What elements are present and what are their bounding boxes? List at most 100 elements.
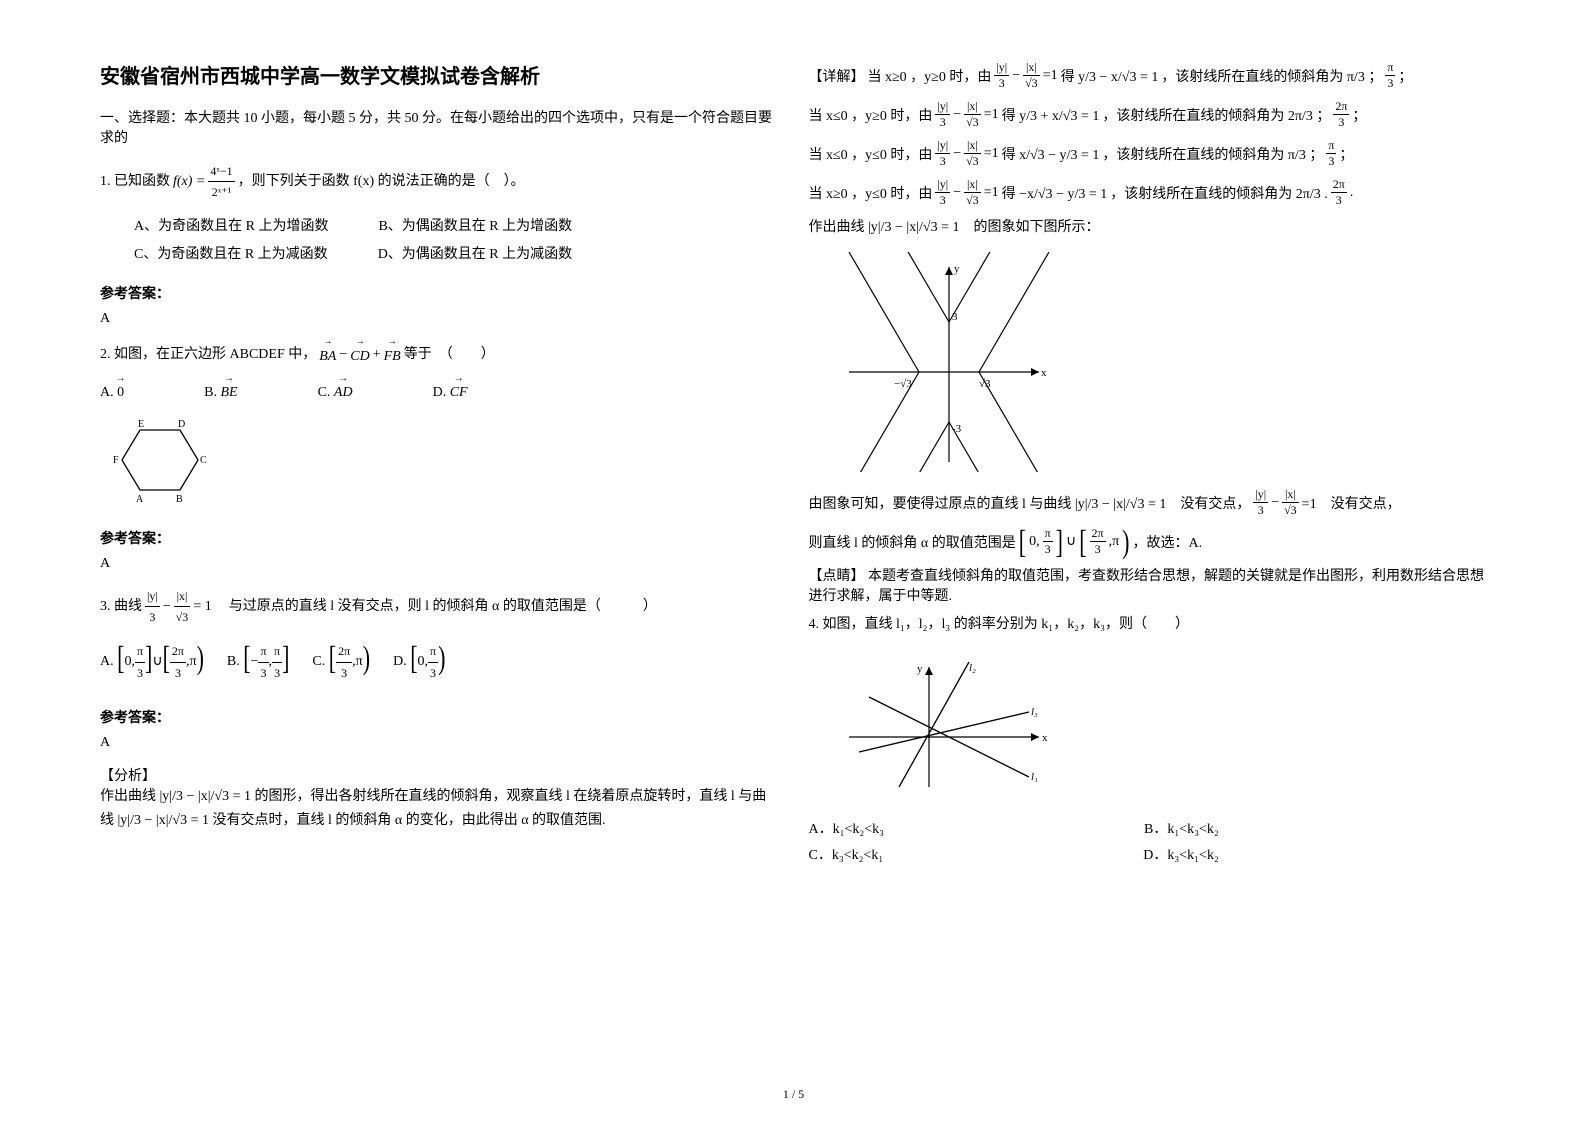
hex-label-b: B (176, 494, 183, 505)
detail-3-deriv: 得 x/√3 − y/3 = 1 (1002, 144, 1100, 164)
hex-label-d: D (178, 419, 185, 430)
q2-opt-d-label: D. (433, 385, 447, 400)
comment-text: 本题考查直线倾斜角的取值范围，考查数形结合思想，解题的关键就是作出图形，利用数形… (809, 569, 1485, 604)
detail-4-res: ，该射线所在直线的倾斜角为 2π/3 . (1110, 183, 1327, 203)
q3-frac2-num: |x| (174, 586, 191, 607)
q3-opt-d: D. [0,π3) (393, 639, 445, 683)
q3-frac1-num: |y| (145, 586, 160, 607)
q2-opt-d: D. CF (433, 381, 468, 401)
q3-frac1-den: 3 (145, 607, 160, 627)
graph-label-negroot3: −√3 (894, 378, 912, 390)
q2-vec-ba: BA (319, 341, 336, 369)
q2-plus: + (373, 343, 381, 367)
hex-label-f: F (113, 455, 119, 466)
q3-options: A. [0,π3]∪[2π3,π) B. [−π3,π3] C. [2π3,π)… (100, 639, 779, 683)
q2-vec-fb: FB (384, 341, 401, 369)
q4-opt-d: D．k₃<k₁<k₂ (1143, 844, 1219, 864)
q4-axis-x: x (1042, 732, 1048, 744)
q4-axis-y: y (917, 663, 923, 675)
q3-stem-post: 与过原点的直线 l 没有交点，则 l 的倾斜角 α 的取值范围是（ ） (215, 595, 657, 619)
detail-2-deriv: 得 y/3 + x/√3 = 1 (1002, 105, 1100, 125)
graph-label-root3: √3 (979, 378, 991, 390)
section-one-intro: 一、选择题：本大题共 10 小题，每小题 5 分，共 50 分。在每小题给出的四… (100, 107, 779, 147)
page-footer: 1 / 5 (783, 1087, 804, 1102)
q3-opt-c-label: C. (312, 654, 325, 669)
detail-4-cond: 当 x≥0 ，y≤0 时，由 (809, 183, 933, 203)
plot-caption-text: 作出曲线 |y|/3 − |x|/√3 = 1 的图象如下图所示： (809, 216, 1100, 236)
q1-options-row1: A、为奇函数且在 R 上为增函数 B、为偶函数且在 R 上为增函数 (134, 215, 779, 235)
comment: 【点睛】 本题考查直线倾斜角的取值范围，考查数形结合思想，解题的关键就是作出图形… (809, 565, 1488, 605)
q3-eq: = 1 (193, 595, 211, 619)
after-graph-1: 由图象可知，要使得过原点的直线 l 与曲线 |y|/3 − |x|/√3 = 1… (809, 487, 1488, 518)
q4-graph: x y l₂ l₃ l₁ (839, 657, 1488, 802)
q4-l1-label: l₁ (1031, 771, 1038, 783)
q3-opt-c: C. [2π3,π) (312, 639, 370, 683)
q3-analysis: 作出曲线 |y|/3 − |x|/√3 = 1 的图形，得出各射线所在直线的倾斜… (100, 785, 779, 833)
q2-opt-c: C. AD (318, 381, 353, 401)
q2-options: A. 0 B. BE C. AD D. CF (100, 381, 779, 401)
q3-frac2-den: √3 (174, 607, 191, 627)
detail-1-cond: 当 x≥0 ，y≥0 时，由 (868, 66, 992, 86)
q2-stem-post: 等于 （ ） (404, 343, 495, 367)
detail-1-res: ，该射线所在直线的倾斜角为 π/3 ； (1161, 66, 1382, 86)
hexagon-svg: E D F C A B (110, 415, 210, 505)
detail-line-1: 【详解】 当 x≥0 ，y≥0 时，由 |y|3−|x|√3=1 得 y/3 −… (809, 60, 1488, 91)
detail-2-res: ，该射线所在直线的倾斜角为 2π/3 ； (1102, 105, 1330, 125)
q3-answer-label: 参考答案： (100, 707, 779, 727)
axis-x-label: x (1041, 367, 1047, 379)
q1-opt-d: D、为偶函数且在 R 上为减函数 (378, 243, 572, 263)
q3-opt-b: B. [−π3,π3] (227, 639, 290, 683)
q3-minus: − (163, 595, 171, 619)
after-graph-2: 则直线 l 的倾斜角 α 的取值范围是 [0,π3]∪[2π3,π) ，故选：A… (809, 526, 1488, 557)
detail-3-cond: 当 x≤0 ，y≤0 时，由 (809, 144, 933, 164)
axis-y-label: y (954, 263, 960, 275)
q2-stem-text: 2. 如图，在正六边形 ABCDEF 中， (100, 343, 316, 367)
q3-analysis-label: 【分析】 (100, 765, 779, 785)
q2-opt-a-label: A. (100, 385, 114, 400)
q2-vec-cd: CD (350, 341, 369, 369)
q3-opt-a: A. [0,π3]∪[2π3,π) (100, 639, 204, 683)
q3-opt-a-label: A. (100, 654, 114, 669)
hex-label-a: A (136, 494, 144, 505)
after-graph-2-post: ，故选：A. (1133, 532, 1203, 552)
q1-frac-den: 2ˣ⁺¹ (208, 182, 234, 202)
q1-func: f(x) = (173, 170, 205, 194)
q2-opt-c-val: AD (334, 381, 353, 401)
q3-frac2: |x| √3 (174, 586, 191, 628)
detail-2-cond: 当 x≤0 ，y≥0 时，由 (809, 105, 933, 125)
q3-graph: x y 3 -3 −√3 √3 (839, 252, 1488, 477)
two-column-layout: 安徽省宿州市西城中学高一数学文模拟试卷含解析 一、选择题：本大题共 10 小题，… (100, 60, 1487, 1092)
graph-label-neg3: -3 (952, 423, 962, 435)
q2-opt-a: A. 0 (100, 381, 124, 401)
q2-opt-c-label: C. (318, 385, 331, 400)
detail-line-2: 当 x≤0 ，y≥0 时，由 |y|3−|x|√3=1 得 y/3 + x/√3… (809, 99, 1488, 130)
q1-answer: A (100, 311, 779, 327)
q2-opt-b-label: B. (204, 385, 217, 400)
bracket-icon: [ (117, 630, 124, 686)
q3-opt-d-label: D. (393, 654, 407, 669)
plot-caption: 作出曲线 |y|/3 − |x|/√3 = 1 的图象如下图所示： (809, 216, 1488, 236)
q4-stem: 4. 如图，直线 l₁，l₂，l₃ 的斜率分别为 k₁，k₂，k₃，则（ ） (809, 613, 1488, 637)
q1-options-row2: C、为奇函数且在 R 上为减函数 D、为偶函数且在 R 上为减函数 (134, 243, 779, 263)
detail-line-3: 当 x≤0 ，y≤0 时，由 |y|3−|x|√3=1 得 x/√3 − y/3… (809, 138, 1488, 169)
q1-stem-post: ，则下列关于函数 f(x) 的说法正确的是（ ）。 (238, 170, 525, 194)
q1-answer-label: 参考答案： (100, 283, 779, 303)
detail-4-deriv: 得 −x/√3 − y/3 = 1 (1002, 183, 1108, 203)
detail-1-deriv: 得 y/3 − x/√3 = 1 (1061, 66, 1159, 86)
q2-opt-d-val: CF (450, 381, 468, 401)
q4-l2-label: l₂ (969, 662, 976, 674)
q1-frac-num: 4ˣ−1 (208, 161, 234, 182)
detail-line-4: 当 x≥0 ，y≤0 时，由 |y|3−|x|√3=1 得 −x/√3 − y/… (809, 177, 1488, 208)
q1-stem: 1. 已知函数 f(x) = 4ˣ−1 2ˣ⁺¹ ，则下列关于函数 f(x) 的… (100, 161, 779, 203)
detail-label: 【详解】 (809, 66, 865, 86)
q3-answer: A (100, 735, 779, 751)
after-graph-2-pre: 则直线 l 的倾斜角 α 的取值范围是 (809, 532, 1016, 552)
q4-graph-svg: x y l₂ l₃ l₁ (839, 657, 1059, 797)
q2-hexagon-figure: E D F C A B (110, 415, 779, 510)
q1-opt-a: A、为奇函数且在 R 上为增函数 (134, 215, 328, 235)
q2-opt-a-val: 0 (117, 381, 124, 401)
q1-opt-c: C、为奇函数且在 R 上为减函数 (134, 243, 328, 263)
document-title: 安徽省宿州市西城中学高一数学文模拟试卷含解析 (100, 60, 779, 89)
q2-answer-label: 参考答案： (100, 528, 779, 548)
q3-stem: 3. 曲线 |y| 3 − |x| √3 = 1 与过原点的直线 l 没有交点，… (100, 586, 779, 628)
